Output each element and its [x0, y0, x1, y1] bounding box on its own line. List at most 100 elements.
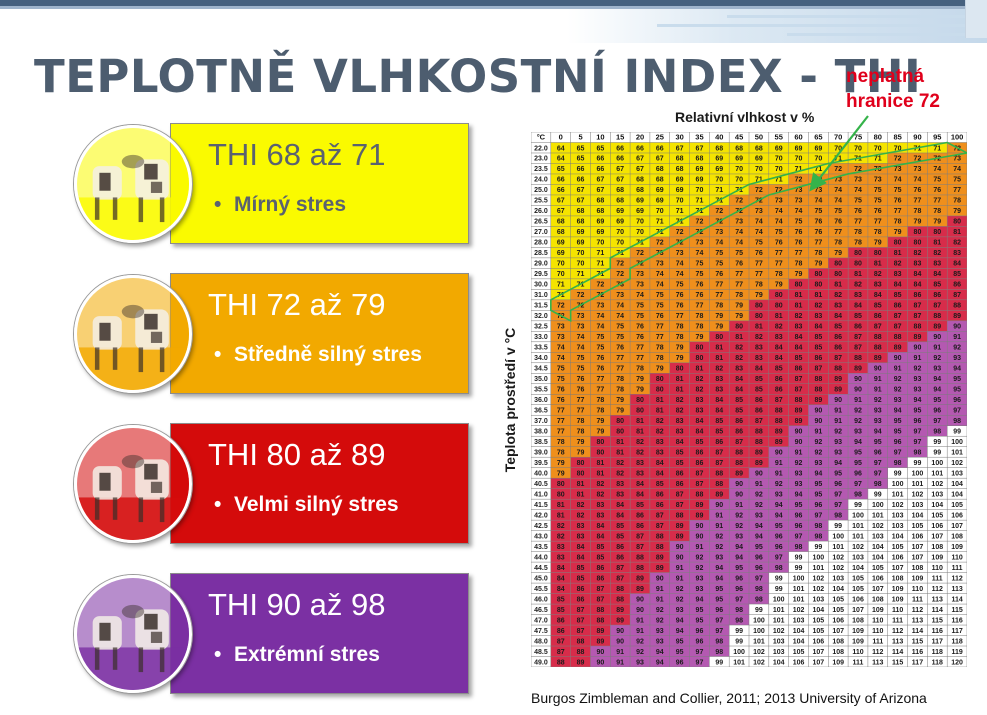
table-cell: [590, 247, 611, 258]
table-cell: [689, 541, 710, 552]
table-cell: [669, 467, 690, 479]
cell-value: 76: [557, 387, 565, 394]
table-cell: [947, 499, 967, 510]
note-line-2: hranice 72: [846, 91, 940, 112]
cell-value: 65: [577, 145, 585, 152]
cell-value: 76: [696, 292, 704, 299]
cell-value: 103: [852, 554, 864, 561]
cell-value: 88: [854, 355, 862, 362]
cell-value: 87: [933, 303, 941, 310]
table-cell: [610, 352, 631, 363]
column-header: 20: [636, 133, 644, 142]
table-cell: [570, 635, 591, 647]
table-cell: [927, 646, 948, 657]
table-cell: [630, 572, 650, 584]
cell-value: 80: [577, 470, 585, 477]
cell-value: 70: [894, 145, 902, 152]
table-cell: [669, 656, 690, 667]
table-cell: [848, 499, 868, 510]
table-cell: [768, 289, 789, 300]
row-header: 41.5: [534, 502, 548, 509]
table-cell: [808, 373, 829, 384]
table-cell: [709, 383, 730, 395]
cell-value: 84: [557, 586, 565, 593]
cell-value: 80: [834, 271, 842, 278]
cell-value: 110: [892, 607, 903, 614]
category-box: [170, 573, 469, 694]
cell-value: 71: [596, 271, 604, 278]
table-cell: [788, 478, 809, 489]
cell-value: 100: [931, 460, 943, 467]
cell-value: 92: [676, 596, 684, 603]
table-cell: [947, 478, 967, 489]
cell-value: 76: [676, 292, 684, 299]
table-cell: [570, 457, 591, 468]
cell-value: 91: [814, 428, 822, 435]
table-cell: [907, 331, 928, 342]
cell-value: 90: [854, 376, 862, 383]
cell-value: 109: [832, 659, 844, 666]
table-cell: [550, 236, 571, 248]
cell-value: 111: [853, 659, 864, 666]
table-cell: [590, 142, 611, 153]
table-cell: [947, 467, 967, 479]
table-cell: [947, 152, 967, 164]
cell-value: 83: [735, 366, 743, 373]
cell-value: 76: [834, 219, 842, 226]
cell-value: 77: [874, 219, 882, 226]
table-cell: [550, 194, 571, 206]
table-cell: [590, 446, 611, 458]
table-cell: [848, 415, 868, 426]
cell-value: 85: [715, 418, 723, 425]
table-cell: [729, 635, 749, 647]
cell-value: 93: [715, 554, 723, 561]
cell-value: 69: [715, 156, 723, 163]
table-cell: [550, 530, 571, 542]
cell-value: 97: [914, 428, 922, 435]
cell-value: 90: [933, 334, 941, 341]
table-cell: [907, 194, 928, 206]
cell-value: 70: [735, 166, 743, 173]
cell-value: 75: [696, 261, 704, 268]
cell-value: 86: [616, 554, 624, 561]
row-header: 46.5: [534, 607, 548, 614]
cell-value: 82: [735, 345, 743, 352]
table-cell: [867, 404, 888, 416]
table-cell: [749, 247, 769, 258]
header-decoration: [567, 9, 987, 43]
table-cell: [788, 604, 809, 615]
table-cell: [768, 415, 789, 426]
table-cell: [570, 478, 591, 489]
table-cell: [749, 446, 769, 458]
cell-value: 103: [773, 649, 785, 656]
table-cell: [689, 593, 710, 605]
table-cell: [947, 331, 967, 342]
cell-value: 87: [715, 460, 723, 467]
cell-value: 104: [813, 607, 825, 614]
cell-value: 93: [854, 428, 862, 435]
table-cell: [729, 320, 749, 332]
table-cell: [768, 184, 789, 195]
cell-value: 91: [656, 596, 664, 603]
cell-value: 64: [557, 156, 565, 163]
table-cell: [590, 404, 611, 416]
cell-value: 85: [715, 428, 723, 435]
cell-value: 73: [735, 219, 743, 226]
table-cell: [570, 268, 591, 279]
row-header: 44.0: [534, 554, 548, 561]
table-cell: [550, 299, 571, 311]
column-header: 100: [951, 133, 964, 142]
table-cell: [927, 383, 948, 395]
table-cell: [887, 604, 908, 615]
table-cell: [689, 635, 710, 647]
cell-value: 107: [852, 607, 864, 614]
table-cell: [590, 541, 611, 552]
table-cell: [630, 457, 650, 468]
cell-value: 90: [755, 470, 763, 477]
cell-value: 66: [557, 177, 565, 184]
cell-value: 98: [914, 449, 922, 456]
table-cell: [689, 184, 710, 195]
cell-value: 70: [696, 187, 704, 194]
table-cell: [570, 541, 591, 552]
table-cell: [610, 373, 631, 384]
